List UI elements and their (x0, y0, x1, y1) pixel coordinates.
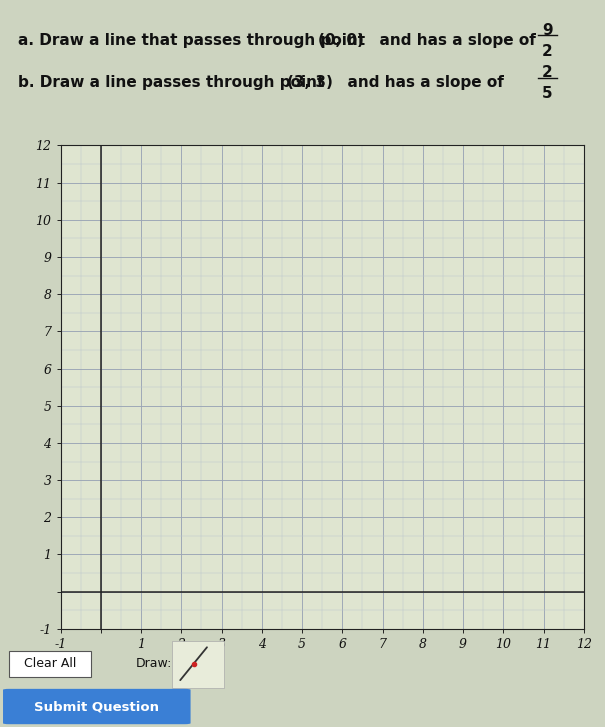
Text: 2: 2 (542, 44, 553, 59)
Text: 9: 9 (542, 23, 553, 39)
FancyBboxPatch shape (172, 641, 224, 688)
Text: (3, 3): (3, 3) (287, 75, 333, 90)
FancyBboxPatch shape (9, 651, 91, 677)
Text: Clear All: Clear All (24, 657, 76, 670)
Text: 2: 2 (542, 65, 553, 81)
FancyBboxPatch shape (3, 689, 191, 724)
Text: b. Draw a line passes through point: b. Draw a line passes through point (18, 75, 330, 90)
Text: a. Draw a line that passes through point: a. Draw a line that passes through point (18, 33, 370, 48)
Text: Draw:: Draw: (136, 657, 172, 670)
Text: and has a slope of: and has a slope of (337, 75, 509, 90)
Text: and has a slope of: and has a slope of (369, 33, 541, 48)
Text: 5: 5 (542, 86, 553, 101)
Text: (0, 0): (0, 0) (318, 33, 364, 48)
Text: Submit Question: Submit Question (34, 700, 159, 713)
